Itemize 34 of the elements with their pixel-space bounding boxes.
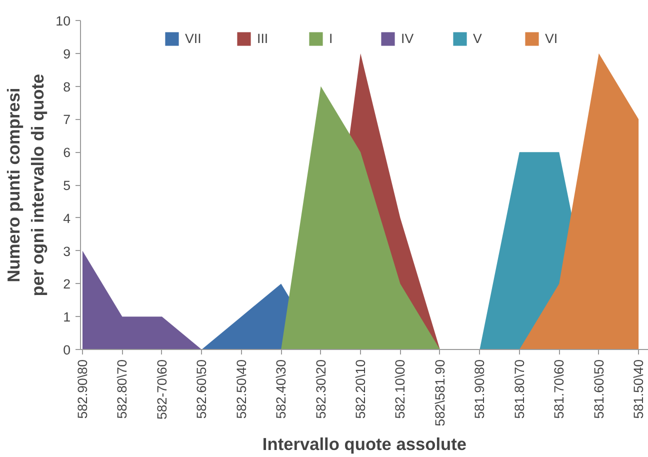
legend-label: VII bbox=[185, 31, 202, 46]
x-tick-label: 581.90\80 bbox=[472, 359, 488, 419]
y-tick-label: 2 bbox=[63, 276, 71, 292]
legend-label: VI bbox=[545, 31, 559, 46]
x-tick-label: 581.80\70 bbox=[512, 359, 527, 419]
y-tick-label: 3 bbox=[63, 244, 71, 259]
x-tick-label: 582.10\00 bbox=[392, 359, 408, 419]
x-tick-label: 582.30\20 bbox=[313, 359, 328, 419]
y-tick-label: 0 bbox=[63, 342, 71, 358]
y-tick-label: 1 bbox=[63, 310, 71, 325]
x-tick-label: 582.20\10 bbox=[353, 359, 368, 419]
x-axis-title: Intervallo quote assolute bbox=[262, 434, 467, 454]
x-tick-label: 582\581.90 bbox=[432, 359, 448, 426]
x-tick-label: 582.90\80 bbox=[74, 359, 90, 419]
y-tick-label: 4 bbox=[63, 210, 72, 226]
y-tick-label: 9 bbox=[63, 46, 71, 62]
x-tick-label: 581.50\40 bbox=[631, 359, 646, 419]
x-tick-label: 582.50\40 bbox=[234, 359, 249, 419]
x-tick-label: 582.60\50 bbox=[194, 359, 210, 419]
y-tick-label: 10 bbox=[56, 14, 71, 28]
x-tick-label: 582.80\70 bbox=[114, 359, 130, 419]
x-tick-label: 581.60\50 bbox=[591, 359, 606, 419]
x-tick-label: 581.70\60 bbox=[552, 359, 567, 419]
y-tick-label: 5 bbox=[63, 178, 71, 193]
y-tick-label: 7 bbox=[63, 112, 71, 128]
legend-label: III bbox=[257, 31, 270, 46]
y-tick-label: 8 bbox=[63, 79, 71, 94]
y-axis-title: Numero punti compresi per ogni intervallo di quote bbox=[4, 73, 48, 296]
legend-label: IV bbox=[401, 31, 415, 46]
y-tick-label: 6 bbox=[63, 145, 71, 160]
x-tick-label: 582-70\60 bbox=[154, 359, 170, 420]
x-tick-label: 582.40\30 bbox=[274, 359, 289, 419]
legend-label: I bbox=[329, 31, 334, 46]
legend-label: V bbox=[473, 31, 483, 46]
